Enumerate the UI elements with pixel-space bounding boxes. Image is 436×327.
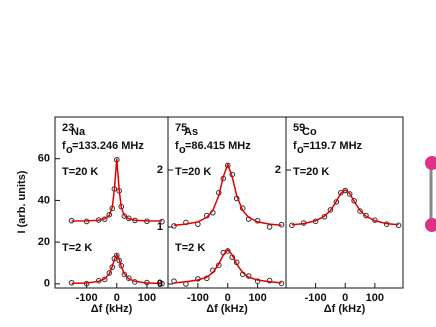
frequency-symbol: f bbox=[62, 140, 66, 152]
data-point bbox=[337, 190, 344, 196]
data-point bbox=[289, 222, 295, 229]
y-tick-label: 1 bbox=[157, 221, 163, 233]
frequency-value: =133.246 MHz bbox=[72, 140, 144, 152]
data-point bbox=[126, 275, 132, 281]
fit-curve bbox=[71, 158, 162, 222]
atom bbox=[425, 156, 436, 170]
data-point bbox=[171, 278, 177, 284]
temperature-label: T=20 K bbox=[62, 166, 98, 178]
x-axis-label: Δf (kHz) bbox=[91, 303, 133, 315]
plot-frame bbox=[285, 116, 404, 289]
data-point bbox=[224, 248, 231, 254]
x-axis-label: Δf (kHz) bbox=[324, 303, 366, 315]
isotope-mass: 23 bbox=[62, 122, 74, 134]
isotope-element: As bbox=[184, 126, 198, 138]
isotope-element: Co bbox=[302, 126, 317, 138]
frequency-subscript: o bbox=[297, 144, 304, 156]
x-tick-label: 100 bbox=[138, 292, 156, 304]
y-tick-label: 0 bbox=[44, 278, 50, 290]
y-axis-label: I (arb. units) bbox=[16, 170, 28, 233]
x-tick-label: 0 bbox=[114, 292, 120, 304]
x-tick-label: -100 bbox=[187, 292, 209, 304]
data-point bbox=[278, 280, 285, 287]
x-axis-label: Δf (kHz) bbox=[206, 303, 248, 315]
x-tick-label: -100 bbox=[305, 292, 327, 304]
temperature-label: T=2 K bbox=[62, 242, 92, 254]
data-point bbox=[171, 223, 177, 229]
frequency-value: =119.7 MHz bbox=[303, 140, 363, 152]
frequency-symbol: f bbox=[293, 140, 297, 152]
data-point bbox=[333, 199, 340, 205]
data-point bbox=[266, 224, 273, 230]
data-point bbox=[363, 212, 369, 219]
x-tick-label: 0 bbox=[225, 292, 231, 304]
frequency-subscript: o bbox=[179, 144, 186, 156]
data-point bbox=[254, 278, 261, 284]
y-tick-label: 60 bbox=[38, 153, 50, 165]
fit-curve bbox=[173, 248, 282, 284]
isotope-mass: 59 bbox=[293, 122, 305, 134]
temperature-label: T=2 K bbox=[175, 242, 205, 254]
y-tick-label: 0 bbox=[157, 278, 163, 290]
fit-curve bbox=[71, 252, 162, 285]
x-tick-label: 100 bbox=[248, 292, 266, 304]
fit-curve bbox=[291, 189, 399, 226]
data-point bbox=[395, 222, 402, 229]
isotope-element: Na bbox=[71, 126, 86, 138]
data-point bbox=[266, 277, 273, 284]
y-tick-label: 40 bbox=[38, 194, 50, 206]
fit-curve bbox=[173, 162, 282, 227]
y-tick-label: 20 bbox=[38, 236, 50, 248]
frequency-subscript: o bbox=[66, 144, 73, 156]
x-tick-label: 0 bbox=[342, 292, 348, 304]
data-point bbox=[346, 191, 353, 197]
data-point bbox=[126, 215, 132, 222]
x-tick-label: -100 bbox=[76, 292, 98, 304]
temperature-label: T=20 K bbox=[175, 166, 211, 178]
x-tick-label: 100 bbox=[366, 292, 384, 304]
data-point bbox=[357, 208, 363, 214]
data-point bbox=[106, 270, 113, 276]
frequency-symbol: f bbox=[175, 140, 179, 152]
frequency-value: =86.415 MHz bbox=[185, 140, 251, 152]
y-tick-label: 2 bbox=[157, 164, 163, 176]
atom bbox=[425, 218, 436, 232]
data-point bbox=[327, 207, 334, 213]
data-point bbox=[342, 187, 349, 194]
data-point bbox=[106, 212, 113, 218]
molecule-fragment bbox=[425, 156, 436, 232]
isotope-mass: 75 bbox=[175, 122, 187, 134]
data-point bbox=[351, 197, 357, 204]
temperature-label: T=20 K bbox=[293, 166, 329, 178]
y-tick-label: 2 bbox=[275, 164, 281, 176]
